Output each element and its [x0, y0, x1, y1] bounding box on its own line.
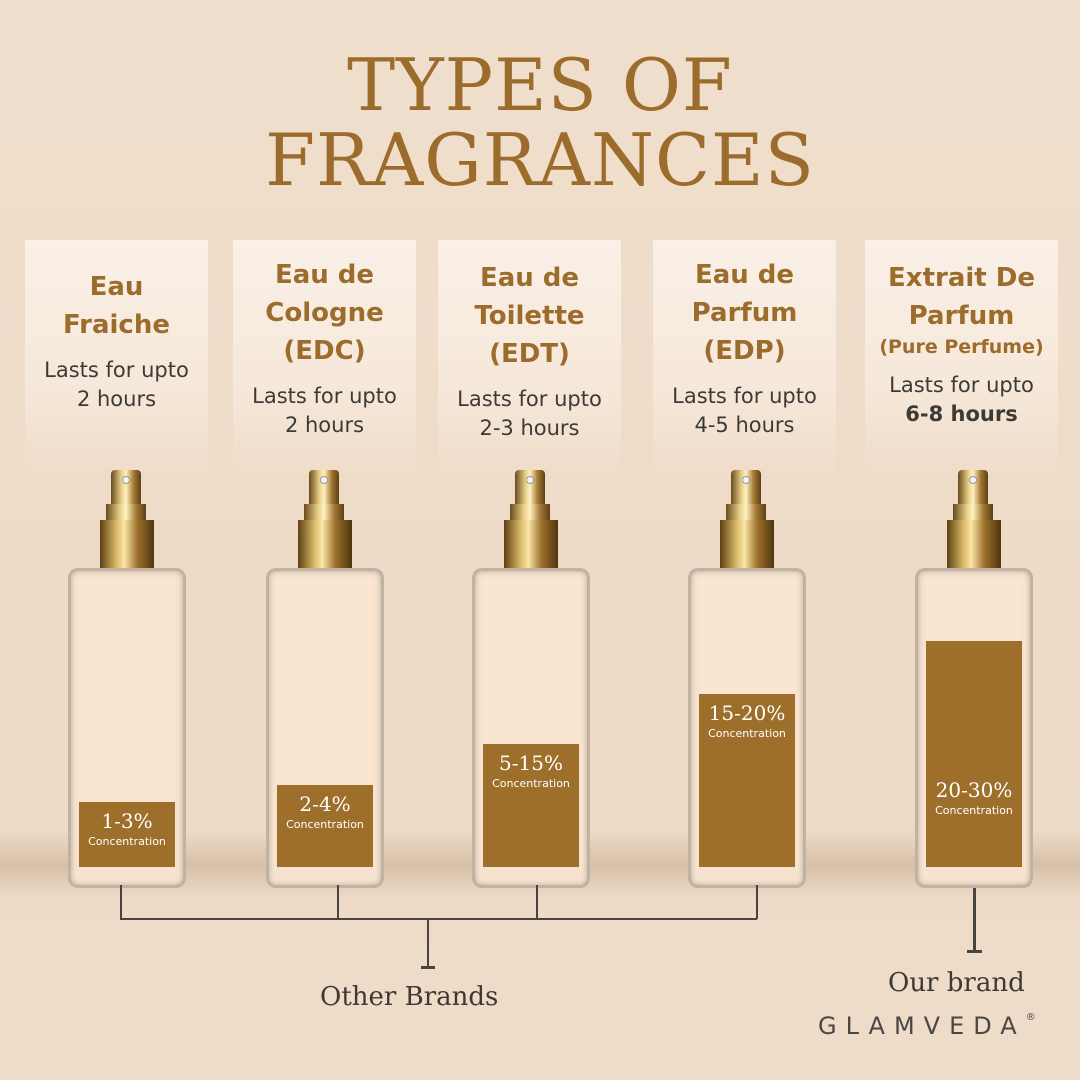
- concentration-label: Concentration: [935, 804, 1013, 817]
- duration-text: Lasts for upto 6-8 hours: [865, 371, 1058, 429]
- fragrance-card: Eau de Parfum (EDP) Lasts for upto 4-5 hours: [653, 240, 836, 480]
- bracket-tick: [756, 885, 758, 919]
- gold-cap: [298, 520, 352, 570]
- fragrance-card: Extrait De Parfum (Pure Perfume) Lasts for …: [865, 240, 1058, 480]
- duration-text: Lasts for upto 2 hours: [25, 356, 208, 414]
- duration-text: Lasts for upto 4-5 hours: [653, 382, 836, 440]
- cap-collar: [726, 504, 766, 520]
- fragrance-name: (EDT): [489, 339, 570, 369]
- fragrance-card: Eau de Toilette (EDT) Lasts for upto 2-3 hou…: [438, 240, 621, 480]
- bracket-tick: [536, 885, 538, 919]
- glamveda-logo: GLAMVEDA®: [818, 1012, 1036, 1040]
- fragrance-name: Eau de: [694, 260, 795, 290]
- fragrance-name: (EDC): [283, 336, 366, 366]
- concentration-label: Concentration: [88, 835, 166, 848]
- perfume-bottle: 1-3% Concentration: [68, 470, 198, 888]
- concentration-value: 15-20%: [708, 701, 786, 725]
- duration-text: Lasts for upto 2-3 hours: [438, 385, 621, 443]
- bottle-interior: 5-15% Concentration: [483, 579, 579, 867]
- lasts-label: Lasts for upto: [889, 373, 1034, 397]
- duration-hours: 6-8 hours: [905, 402, 1018, 426]
- perfume-bottle: 2-4% Concentration: [266, 470, 396, 888]
- nozzle-hole: [526, 476, 534, 484]
- gold-cap: [947, 520, 1001, 570]
- duration-hours: 4-5 hours: [694, 413, 795, 437]
- duration-text: Lasts for upto 2 hours: [233, 382, 416, 440]
- concentration-fill: 20-30% Concentration: [926, 641, 1022, 867]
- perfume-bottle: 20-30% Concentration: [915, 470, 1045, 888]
- page-title-line2: FRAGRANCES: [265, 118, 815, 202]
- fragrance-name: Parfum: [908, 301, 1015, 331]
- nozzle-hole: [122, 476, 130, 484]
- bottle-interior: 2-4% Concentration: [277, 579, 373, 867]
- our-brand-end: [967, 950, 982, 953]
- fragrance-name: Extrait De: [888, 263, 1035, 293]
- lasts-label: Lasts for upto: [457, 387, 602, 411]
- gold-cap: [504, 520, 558, 570]
- bottle-glass: 5-15% Concentration: [472, 568, 590, 888]
- concentration-value: 20-30%: [935, 778, 1013, 802]
- fragrance-name: Eau de: [479, 263, 580, 293]
- fragrance-name: Parfum: [691, 298, 798, 328]
- duration-hours: 2 hours: [284, 413, 365, 437]
- our-brand-label: Our brand: [888, 968, 1025, 998]
- other-brands-label: Other Brands: [320, 982, 499, 1012]
- concentration-label: Concentration: [708, 727, 786, 740]
- bottle-interior: 15-20% Concentration: [699, 579, 795, 867]
- lasts-label: Lasts for upto: [252, 384, 397, 408]
- concentration-fill: 15-20% Concentration: [699, 694, 795, 867]
- bottle-interior: 20-30% Concentration: [926, 579, 1022, 867]
- fragrance-card: Eau Fraiche Lasts for upto 2 hours: [25, 240, 208, 480]
- bottle-glass: 15-20% Concentration: [688, 568, 806, 888]
- bracket-tick: [120, 885, 122, 919]
- fragrance-name: Eau: [89, 272, 144, 302]
- nozzle-hole: [969, 476, 977, 484]
- bracket-line: [120, 918, 757, 920]
- fragrance-subtitle: (Pure Perfume): [879, 336, 1044, 358]
- nozzle-hole: [320, 476, 328, 484]
- cap-collar: [304, 504, 344, 520]
- fragrance-name: Cologne: [265, 298, 384, 328]
- nozzle-hole: [742, 476, 750, 484]
- duration-hours: 2 hours: [76, 387, 157, 411]
- concentration-label: Concentration: [492, 777, 570, 790]
- fragrance-name: Toilette: [474, 301, 585, 331]
- cap-collar: [953, 504, 993, 520]
- concentration-value: 2-4%: [299, 792, 351, 816]
- cap-collar: [106, 504, 146, 520]
- duration-hours: 2-3 hours: [479, 416, 580, 440]
- bottle-glass: 20-30% Concentration: [915, 568, 1033, 888]
- fragrance-card: Eau de Cologne (EDC) Lasts for upto 2 hours: [233, 240, 416, 480]
- gold-cap: [720, 520, 774, 570]
- lasts-label: Lasts for upto: [672, 384, 817, 408]
- fragrance-name: (EDP): [703, 336, 786, 366]
- concentration-label: Concentration: [286, 818, 364, 831]
- cap-collar: [510, 504, 550, 520]
- bottle-glass: 1-3% Concentration: [68, 568, 186, 888]
- perfume-bottle: 5-15% Concentration: [472, 470, 602, 888]
- gold-cap: [100, 520, 154, 570]
- page-title-line1: TYPES OF: [347, 43, 733, 127]
- bottle-glass: 2-4% Concentration: [266, 568, 384, 888]
- lasts-label: Lasts for upto: [44, 358, 189, 382]
- fragrance-name: Fraiche: [63, 310, 170, 340]
- our-brand-stem: [973, 888, 976, 952]
- bottle-interior: 1-3% Concentration: [79, 579, 175, 867]
- concentration-fill: 2-4% Concentration: [277, 785, 373, 867]
- perfume-bottle: 15-20% Concentration: [688, 470, 818, 888]
- concentration-fill: 5-15% Concentration: [483, 744, 579, 867]
- concentration-value: 1-3%: [101, 809, 153, 833]
- bracket-end: [421, 966, 435, 969]
- bracket-tick: [337, 885, 339, 919]
- concentration-value: 5-15%: [499, 751, 563, 775]
- fragrance-name: Eau de: [274, 260, 375, 290]
- concentration-fill: 1-3% Concentration: [79, 802, 175, 867]
- bracket-stem: [427, 918, 429, 968]
